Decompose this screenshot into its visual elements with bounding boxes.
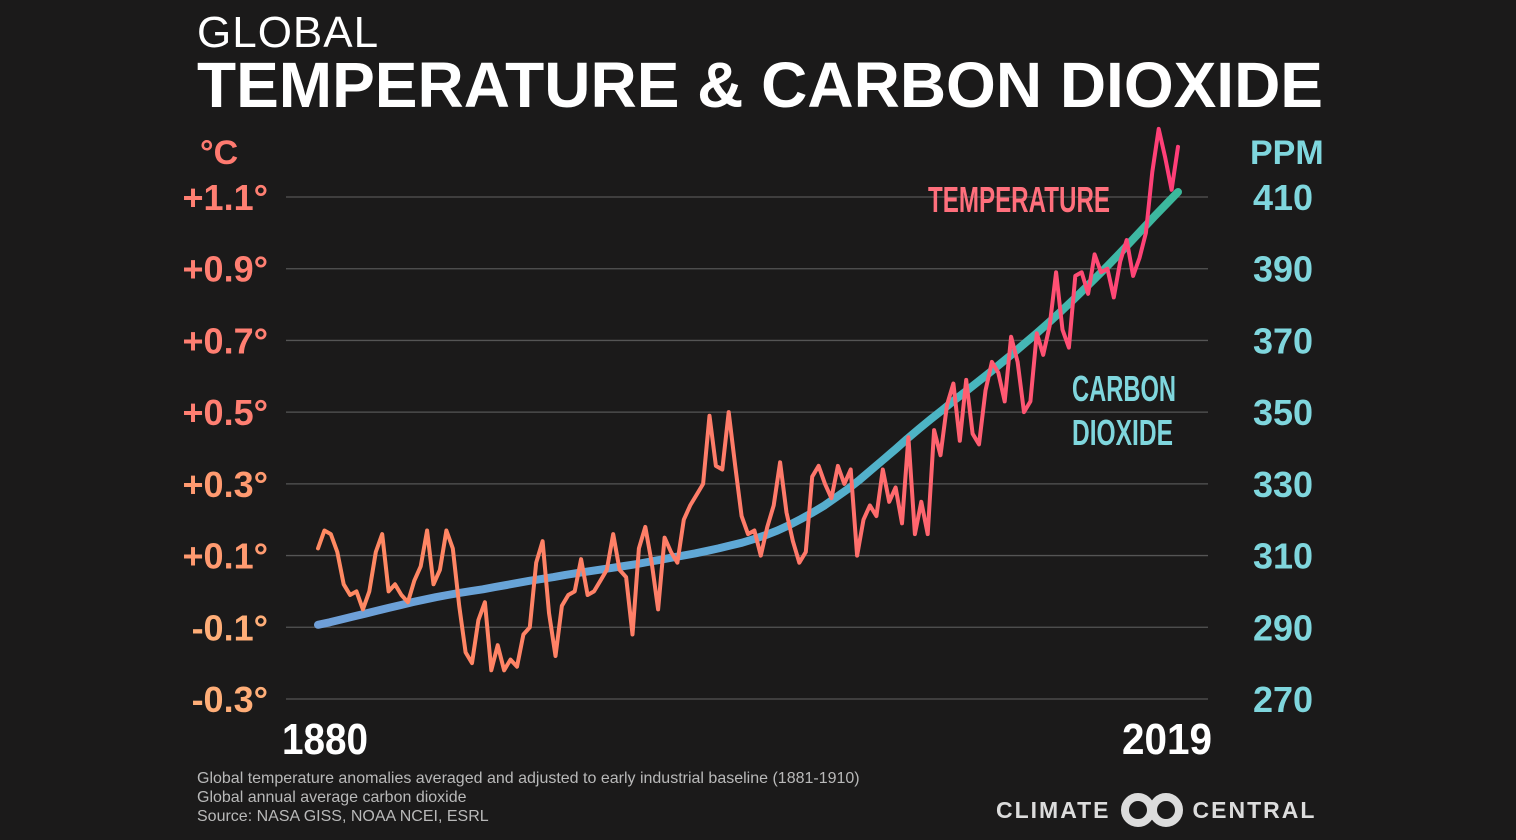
right-axis-unit: PPM bbox=[1250, 134, 1324, 172]
left-tick-label: +0.9° bbox=[183, 249, 268, 290]
chart-title: TEMPERATURE & CARBON DIOXIDE bbox=[197, 49, 1323, 121]
x-tick-end: 2019 bbox=[1122, 715, 1212, 764]
co2-label-line1: CARBON bbox=[1072, 368, 1176, 409]
right-tick-label: 410 bbox=[1253, 177, 1313, 218]
right-tick-label: 270 bbox=[1253, 679, 1313, 720]
left-tick-label: +0.7° bbox=[183, 320, 268, 361]
right-tick-label: 310 bbox=[1253, 536, 1313, 577]
footnote: Global temperature anomalies averaged an… bbox=[197, 769, 860, 826]
left-tick-label: -0.3° bbox=[192, 679, 268, 720]
x-tick-start: 1880 bbox=[282, 715, 368, 764]
left-tick-label: -0.1° bbox=[192, 607, 268, 648]
right-axis-ticks: 410 390 370 350 330 310 290 270 bbox=[1253, 177, 1313, 720]
temperature-series-line bbox=[316, 126, 1180, 673]
left-tick-label: +1.1° bbox=[183, 177, 268, 218]
footnote-source: Source: NASA GISS, NOAA NCEI, ESRL bbox=[197, 808, 489, 825]
title-line1: GLOBAL bbox=[197, 8, 380, 57]
right-tick-label: 390 bbox=[1253, 249, 1313, 290]
co2-series-line bbox=[314, 188, 1182, 629]
grid-lines bbox=[286, 196, 1208, 700]
left-tick-label: +0.1° bbox=[183, 536, 268, 577]
co2-label-line2: DIOXIDE bbox=[1072, 412, 1173, 453]
right-tick-label: 370 bbox=[1253, 320, 1313, 361]
left-axis-unit: °C bbox=[200, 134, 238, 172]
footnote-line2: Global annual average carbon dioxide bbox=[197, 789, 467, 806]
left-tick-label: +0.3° bbox=[183, 464, 268, 505]
climate-central-logo: CLIMATE CENTRAL bbox=[996, 790, 1316, 830]
right-tick-label: 330 bbox=[1253, 464, 1313, 505]
right-tick-label: 290 bbox=[1253, 607, 1313, 648]
double-ring-icon bbox=[1120, 793, 1183, 827]
right-tick-label: 350 bbox=[1253, 392, 1313, 433]
footnote-line1: Global temperature anomalies averaged an… bbox=[197, 770, 860, 787]
logo-text-right: CENTRAL bbox=[1192, 796, 1317, 823]
left-tick-label: +0.5° bbox=[183, 392, 268, 433]
logo-text-left: CLIMATE bbox=[996, 796, 1111, 823]
temperature-label: TEMPERATURE bbox=[928, 179, 1110, 220]
left-axis-ticks: +1.1° +0.9° +0.7° +0.5° +0.3° +0.1° -0.1° -0.3° bbox=[183, 177, 268, 720]
